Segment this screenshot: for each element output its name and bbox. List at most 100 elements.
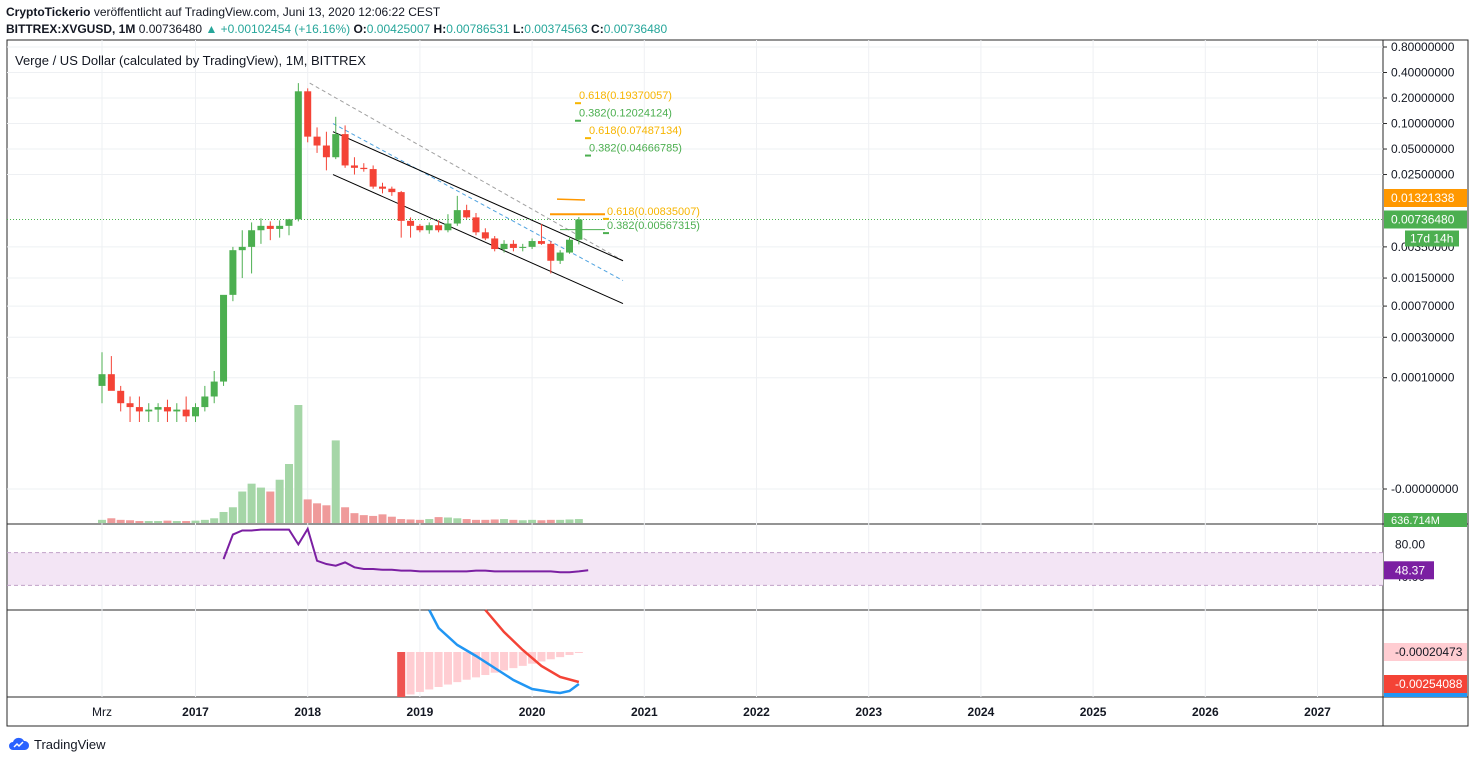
time-tick-label: Mrz (92, 705, 112, 719)
volume-bar (359, 515, 368, 523)
symbol-label: BITTREX:XVGUSD, 1M (6, 22, 136, 36)
time-tick-label: 2017 (182, 705, 209, 719)
volume-bar (443, 517, 452, 523)
low-value: 0.00374563 (524, 22, 588, 36)
fib-level-label: 0.382(0.04666785) (589, 143, 682, 155)
volume-badge: 636.714M (1391, 515, 1440, 527)
candle-body (201, 396, 209, 408)
candle-body (126, 403, 134, 408)
candle-body (556, 252, 564, 261)
price-tick-label: 0.10000000 (1391, 117, 1455, 131)
volume-bar (331, 440, 340, 523)
time-tick-label: 2025 (1080, 705, 1107, 719)
volume-bar (144, 521, 153, 523)
candle-body (472, 217, 480, 233)
candle-body (322, 145, 330, 158)
volume-bar (462, 519, 471, 523)
projection-line (556, 198, 586, 201)
chart-frame (6, 39, 1469, 727)
candle-body (481, 232, 489, 239)
price-badge-last: 0.00736480 (1391, 212, 1455, 226)
volume-bar (163, 520, 172, 523)
volume-bar (397, 519, 406, 523)
candle-body (163, 407, 171, 412)
volume-bar (472, 519, 480, 523)
macd-histogram-bar (415, 652, 424, 692)
macd-histogram-bar (509, 652, 518, 669)
fib-level-label: 0.382(0.12024124) (579, 108, 672, 120)
volume-bar (341, 507, 350, 523)
macd-badge-bg (1384, 675, 1467, 693)
candle-body (107, 374, 115, 391)
macd-histogram-bar (434, 652, 443, 687)
candle-body (332, 134, 340, 158)
volume-bar (238, 491, 247, 523)
candle-body (453, 210, 461, 224)
candle-body (135, 407, 143, 412)
candle-body (238, 246, 246, 251)
rsi-badge-bg (1384, 561, 1434, 580)
volume-bar (172, 521, 181, 523)
candle-body (397, 192, 405, 221)
rsi-badge: 48.37 (1395, 563, 1425, 577)
volume-bar (247, 483, 256, 523)
macd-histogram-bar (500, 652, 509, 671)
price-badge-orange: 0.01321338 (1391, 191, 1455, 205)
tradingview-cloud-icon (9, 737, 30, 750)
candle-body (276, 225, 284, 229)
time-tick-label: 2023 (855, 705, 882, 719)
candle-body (98, 374, 106, 386)
fib-level-label: 0.618(0.00835007) (607, 206, 700, 218)
volume-bar (191, 520, 200, 523)
candle-body (304, 91, 312, 137)
candle-body (154, 407, 162, 410)
candle-body (182, 409, 190, 417)
candle-body (528, 241, 536, 247)
tradingview-brand[interactable]: TradingView (8, 736, 106, 752)
volume-bar (574, 519, 583, 523)
volume-bar (378, 514, 387, 523)
macd-histogram-bar (406, 652, 415, 695)
volume-bar (135, 521, 144, 523)
candle-body (388, 188, 396, 193)
candle-body (407, 220, 415, 226)
volume-bar (285, 464, 293, 523)
candle-body (500, 243, 508, 250)
time-tick-label: 2019 (407, 705, 434, 719)
macd-histogram-bar (574, 652, 583, 653)
volume-bar (415, 519, 424, 523)
channel-line-upper (332, 131, 624, 262)
volume-badge-bg (1384, 513, 1467, 527)
volume-bar (154, 521, 163, 523)
candle-body (341, 134, 349, 166)
volume-bar (518, 520, 527, 523)
macd-badge-blue (1384, 693, 1467, 697)
candle-body (491, 238, 499, 250)
candle-body (192, 407, 199, 417)
time-tick-label: 2022 (743, 705, 770, 719)
volume-bar (294, 405, 303, 523)
volume-bar (313, 503, 322, 523)
candle-body (220, 294, 228, 382)
candle-body (416, 225, 424, 231)
time-tick-label: 2021 (631, 705, 658, 719)
macd-histogram-bar (537, 652, 546, 662)
price-tick-label: 0.40000000 (1391, 66, 1455, 80)
price-tick-label: 0.80000000 (1391, 40, 1455, 54)
candle-body (285, 219, 293, 226)
volume-bar (182, 521, 191, 523)
candle-body (145, 409, 153, 412)
volume-bar (116, 519, 125, 523)
chart-title: Verge / US Dollar (calculated by Trading… (15, 53, 366, 68)
candle-body (248, 230, 256, 247)
time-tick-label: 2018 (294, 705, 321, 719)
macd-histogram-bar (481, 652, 490, 676)
price-tick-label: 0.00150000 (1391, 271, 1455, 285)
macd-histogram-bar (397, 652, 406, 697)
price-tick-label: 0.00070000 (1391, 299, 1455, 313)
candle-body (379, 186, 386, 189)
volume-bar (453, 518, 462, 523)
price-tick-label: 0.05000000 (1391, 142, 1455, 156)
publisher-name[interactable]: CryptoTickerio (6, 5, 91, 19)
